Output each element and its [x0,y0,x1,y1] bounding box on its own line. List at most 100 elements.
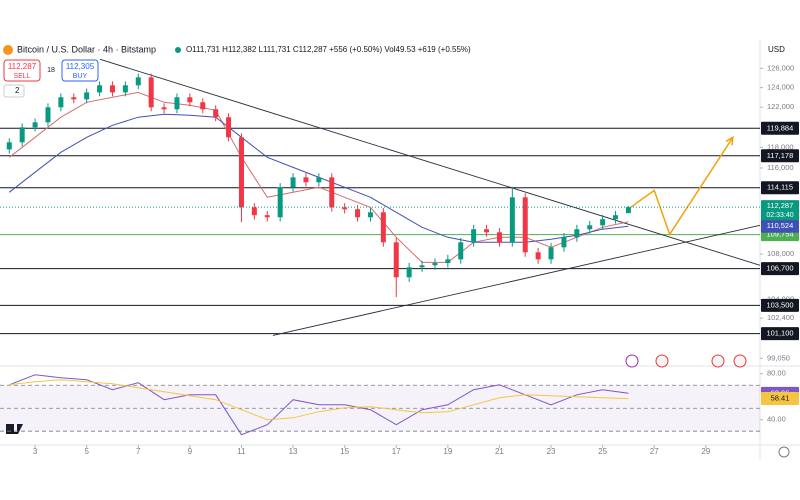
candle-body [419,265,425,268]
candle-body [561,237,567,248]
indicator-count[interactable]: 2 [15,86,20,95]
level-label: 101,100 [766,329,793,338]
rsi-label: 58.41 [771,394,790,403]
buy-label[interactable]: BUY [73,73,88,80]
candle-body [226,117,232,138]
x-tick-label: 9 [188,447,193,456]
candle-body [522,197,528,253]
candle-body [303,177,309,183]
candle-body [509,197,515,243]
candle-body [161,107,167,110]
x-tick-label: 17 [392,447,401,456]
candle-body [496,232,502,243]
candle-body [264,215,270,218]
candle-body [135,77,141,86]
candle-body [84,92,90,100]
y-tick-label: 122,000 [767,102,794,111]
trendline [272,224,761,336]
y-tick-label: 108,000 [767,249,794,258]
level-label-bg [761,121,799,135]
candle-body [97,85,103,93]
candle-body [380,212,386,243]
countdown: 02:33:40 [766,212,793,219]
y-tick-label: 126,000 [767,63,794,72]
ma-label-bg [761,219,799,233]
projection-arrowhead [725,135,734,146]
projection-path [630,136,734,236]
candle-body [445,259,451,264]
settings-icon[interactable] [778,446,790,458]
candle-body [574,229,580,238]
candle-body [587,225,593,230]
candle-body [600,219,606,226]
indicator-toggle[interactable] [3,84,25,98]
last-price-bg [761,200,799,221]
buy-button[interactable]: 112,305 BUY [61,59,99,82]
currency: USD [768,45,785,54]
event-icon[interactable] [625,354,639,368]
sell-box[interactable] [3,59,41,82]
level-label: 114,115 [767,183,793,192]
candle-body [367,212,373,218]
candle-body [148,77,154,108]
buy-box[interactable] [61,59,99,82]
level-label: 106,700 [766,264,793,273]
last-price-label: 112,287 [767,201,794,210]
x-tick-label: 3 [33,447,38,456]
y-tick-label: 99,050 [767,353,790,362]
candle-body [625,207,631,214]
candle-body [200,102,206,110]
level-label-bg [761,327,799,341]
ohlc: O111,731 H112,382 L111,731 C112,287 +556… [186,45,471,54]
status-dot [175,47,181,53]
candle-body [548,247,554,260]
candle-body [484,229,490,233]
trendline [99,58,761,266]
candle-body [19,127,25,143]
spread: 18 [47,67,55,74]
y-tick-label: 102,400 [767,313,794,322]
level-label-bg [761,181,799,195]
level-label-bg [761,298,799,312]
event-icon[interactable] [733,354,747,368]
x-tick-label: 25 [598,447,607,456]
candle-body [213,109,219,118]
candle-body [174,97,180,110]
sell-button[interactable]: 112,287 SELL [3,59,41,82]
event-icons [625,354,747,368]
coin-icon [3,45,13,55]
x-tick-label: 7 [136,447,141,456]
y-tick-label: 124,000 [767,83,794,92]
x-tick-label: 19 [443,447,452,456]
candle-body [277,187,283,218]
candle-body [6,142,12,150]
x-tick-label: 29 [701,447,710,456]
candle-body [535,252,541,260]
level-label: 117,178 [767,151,794,160]
x-tick-label: 11 [237,447,246,456]
x-tick-label: 21 [495,447,504,456]
candle-body [45,107,51,123]
x-tick-label: 23 [547,447,556,456]
x-tick-label: 13 [289,447,298,456]
candle-body [187,97,193,103]
sell-price[interactable]: 112,287 [8,62,37,71]
level-label: 103,500 [766,300,793,309]
level-label: 109,754 [766,230,793,239]
candle-body [342,207,348,210]
y-tick-label: 116,000 [767,163,794,172]
rsi-line [9,379,629,421]
event-icon[interactable] [711,354,725,368]
event-icon[interactable] [655,354,669,368]
level-label-bg [761,149,799,163]
candle-body [329,177,335,208]
rsi-label-bg [761,392,799,406]
buy-price[interactable]: 112,305 [66,62,95,71]
candle-body [122,85,128,93]
candle-body [71,97,77,100]
sell-label[interactable]: SELL [13,73,30,80]
x-tick-label: 15 [340,447,349,456]
symbol: Bitcoin / U.S. Dollar · 4h · Bitstamp [17,44,156,54]
